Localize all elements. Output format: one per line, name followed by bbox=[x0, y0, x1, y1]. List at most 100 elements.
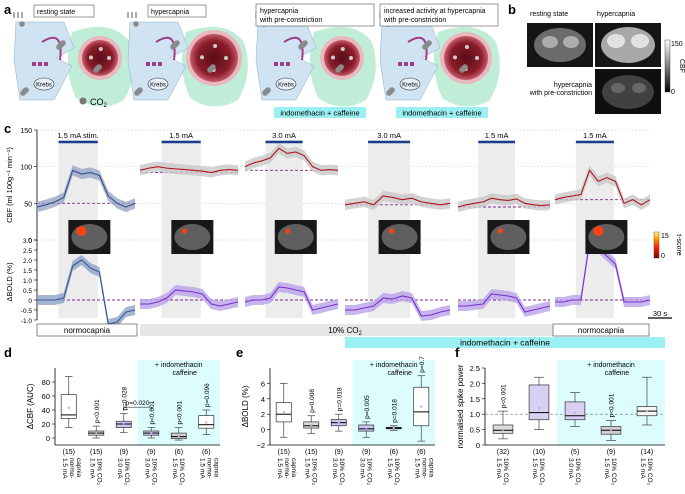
schematic-title-box bbox=[33, 4, 95, 18]
category-label-line: normo- bbox=[205, 458, 212, 479]
cbf-error-band bbox=[345, 190, 450, 210]
time-scale-label: 30 s bbox=[653, 309, 667, 318]
p-value: p=0.008 bbox=[309, 389, 316, 413]
p-value: p<0.001 bbox=[149, 400, 156, 424]
mean-marker bbox=[205, 421, 208, 424]
significance-bracket bbox=[123, 406, 152, 412]
schematic-title-line: hypercapnia bbox=[260, 8, 298, 15]
red-blood-cell bbox=[213, 44, 218, 49]
schematic-title: hypercapnia bbox=[151, 9, 189, 16]
n-label: (15) bbox=[305, 449, 317, 456]
panel-b-cbf-maps: resting state hypercapnia hypercapnia wi… bbox=[527, 11, 685, 114]
mean-marker bbox=[501, 428, 505, 431]
category-label-line: 1.5 mA bbox=[303, 458, 310, 479]
mean-marker bbox=[573, 411, 577, 414]
red-blood-cell bbox=[475, 56, 479, 60]
p-value: p=0.7 bbox=[419, 356, 426, 373]
stim-label: 1.5 mA bbox=[583, 131, 607, 140]
red-blood-cell bbox=[89, 55, 94, 60]
stim-label: 1.5 mA bbox=[485, 131, 509, 140]
red-blood-cell bbox=[331, 55, 336, 60]
n-label: (15) bbox=[278, 449, 290, 456]
n-label: (9) bbox=[119, 449, 128, 456]
category-label-line: normo- bbox=[420, 458, 427, 479]
n-label: (9) bbox=[147, 449, 156, 456]
cbf-colorbar-label: CBF bbox=[678, 59, 685, 73]
n-label: (15) bbox=[90, 449, 102, 456]
cbf-error-band bbox=[37, 165, 135, 213]
condition-co2-text: 10% CO bbox=[328, 326, 358, 335]
mean-marker bbox=[177, 434, 180, 438]
condition-co2-label: 10% CO2 bbox=[328, 326, 362, 337]
drug-label-2: caffeine bbox=[388, 370, 412, 377]
p-value: p<0.001 bbox=[94, 399, 101, 423]
p-value: p<0.001 bbox=[176, 400, 183, 424]
n-label: (6) bbox=[417, 449, 426, 456]
tscore-colorbar-min: 0 bbox=[661, 253, 665, 260]
y-tick-label: 6 bbox=[261, 379, 265, 388]
bold-error-band bbox=[458, 289, 550, 317]
bold-series-line bbox=[140, 289, 239, 307]
stim-label: 3.0 mA bbox=[377, 131, 401, 140]
drug-label-2: caffeine bbox=[173, 370, 197, 377]
co2-particle bbox=[23, 87, 29, 93]
y-tick-label: 2.0 bbox=[470, 379, 480, 388]
cbf-colorbar bbox=[664, 39, 671, 93]
bold-series-line bbox=[37, 259, 136, 325]
mean-marker bbox=[537, 406, 541, 410]
category-label-line: 10% CO₂ bbox=[574, 458, 581, 486]
co2-particle bbox=[426, 40, 432, 46]
schematic-4: Krebs increased activity at hypercapnia wi… bbox=[379, 3, 500, 107]
category-label-line: 1.5 mA bbox=[198, 458, 205, 479]
co2-particle bbox=[174, 40, 180, 46]
co2-label: CO bbox=[90, 97, 104, 107]
mean-marker bbox=[392, 426, 395, 430]
receptor-mark bbox=[280, 62, 284, 66]
category-label-line: 3.0 mA bbox=[358, 458, 365, 479]
panel-a-schematics: Krebs resting state Krebs hypercapnia Krebs h… bbox=[13, 3, 500, 107]
category-label-line: 1.5 mA bbox=[88, 458, 95, 479]
n-label: (15) bbox=[63, 449, 75, 456]
y-tick-label: 2 bbox=[261, 410, 265, 419]
category-label-line: normo- bbox=[68, 458, 75, 479]
stim-label: 1.5 mA stim. bbox=[58, 131, 99, 140]
co2-particle bbox=[389, 87, 395, 93]
bold-series-line bbox=[345, 295, 451, 317]
condition-co2-subscript: 2 bbox=[358, 331, 362, 337]
p-value: p<0.001 bbox=[609, 393, 616, 417]
schematic-title-line: with pre-constriction bbox=[259, 17, 322, 24]
bold-y-tick-label: 1.5 bbox=[23, 268, 32, 275]
category-label-line: 10% CO₂ bbox=[538, 458, 545, 486]
category-label-line: 10% CO₂ bbox=[365, 458, 372, 486]
n-label: (6) bbox=[389, 449, 398, 456]
activation-blob bbox=[389, 228, 395, 234]
mean-marker bbox=[365, 426, 368, 430]
y-tick-label: 40 bbox=[42, 406, 50, 415]
cbf-map-label-hypercapnia: hypercapnia bbox=[597, 11, 635, 18]
electrode-icon bbox=[13, 12, 23, 18]
brain-slice bbox=[381, 224, 418, 250]
co2-particle bbox=[265, 87, 271, 93]
condition-normocapnia-1 bbox=[36, 323, 138, 337]
cbf-error-band bbox=[458, 193, 550, 213]
drug-tag-a1: indomethacin + caffeine bbox=[274, 107, 366, 118]
electrode-icon bbox=[127, 12, 137, 18]
brain-slice bbox=[277, 224, 314, 250]
category-label-line: 3.0 mA bbox=[143, 458, 150, 479]
tscore-colorbar-max: 15 bbox=[661, 233, 669, 240]
category-label-line: 10% CO₂ bbox=[310, 458, 317, 486]
bold-error-band bbox=[245, 282, 338, 315]
receptor-mark bbox=[32, 62, 36, 66]
panel-label-f: f bbox=[455, 345, 460, 360]
receptor-mark bbox=[286, 62, 290, 66]
cbf-series-line bbox=[244, 147, 339, 171]
vessel-lumen bbox=[82, 40, 118, 76]
krebs-label: Krebs bbox=[278, 83, 294, 89]
mean-marker bbox=[122, 422, 125, 425]
cbf-y-tick-label: 150 bbox=[20, 128, 32, 135]
y-tick-label: 0 bbox=[261, 426, 265, 435]
receptor-mark bbox=[152, 62, 156, 66]
brain-slice bbox=[71, 224, 108, 250]
schematic-title: resting state bbox=[37, 9, 75, 16]
